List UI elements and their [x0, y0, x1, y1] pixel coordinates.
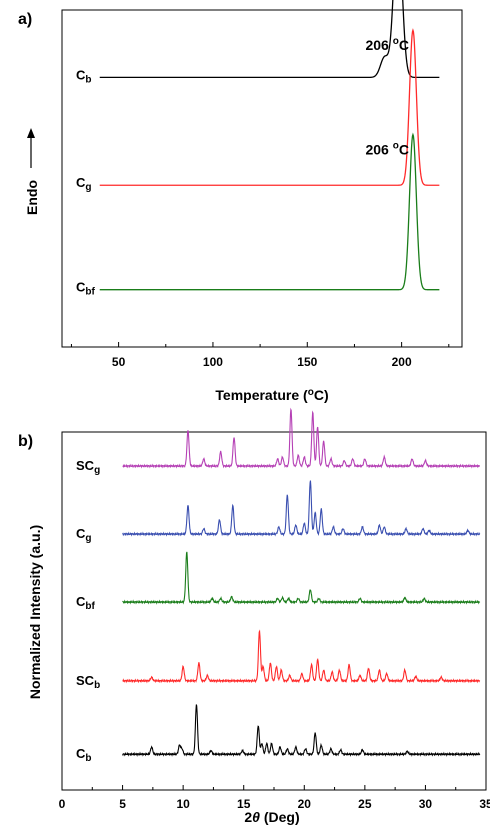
dsc-x-ticks: 50 100 150 200: [70, 342, 450, 369]
xrd-y-axis-title: Normalized Intensity (a.u.): [27, 525, 43, 699]
xrd-label-scg: SCg: [76, 458, 100, 476]
endo-label: Endo: [24, 180, 40, 215]
dsc-label-cbf: Cbf: [76, 280, 95, 298]
xrd-x-tick-label: 5: [119, 797, 126, 811]
xrd-x-tick-label: 15: [237, 797, 251, 811]
dsc-traces: [99, 0, 440, 291]
xrd-x-tick-label: 0: [59, 797, 66, 811]
xrd-x-tick-label: 25: [358, 797, 372, 811]
dsc-peak-label-cbf: 206 oC: [365, 141, 408, 158]
dsc-trace-labels: Cb Cg Cbf: [76, 67, 95, 297]
xrd-label-cg: Cg: [76, 526, 92, 544]
xrd-label-scb: SCb: [76, 673, 100, 691]
dsc-x-tick-label: 200: [392, 355, 412, 369]
xrd-trace-scb: [122, 629, 481, 684]
xrd-x-tick-label: 10: [176, 797, 190, 811]
dsc-x-tick-label: 100: [203, 355, 223, 369]
panel-a-label: a): [18, 11, 32, 28]
dsc-label-cg: Cg: [76, 175, 92, 193]
xrd-x-tick-label: 30: [419, 797, 433, 811]
xrd-plot-frame: [61, 431, 487, 791]
dsc-trace-cg: [99, 28, 440, 186]
dsc-peak-label-cg: 206 oC: [365, 36, 408, 53]
endo-arrow-head: [27, 128, 35, 138]
xrd-traces: [122, 407, 481, 757]
xrd-label-cb: Cb: [76, 746, 92, 764]
xrd-trace-cg: [122, 480, 481, 537]
xrd-trace-cbf: [122, 551, 481, 605]
dsc-trace-cb: [99, 0, 440, 79]
xrd-trace-cb: [122, 704, 481, 757]
endo-axis: Endo: [24, 128, 40, 215]
xrd-trace-scg: [122, 407, 480, 469]
xrd-trace-labels: SCg Cg Cbf SCb Cb: [76, 458, 100, 764]
xrd-panel: b) 0 5 10 15 20 25 30 35 SCg Cg Cbf SCb Cb 2θ (Deg)…: [18, 407, 490, 825]
dsc-x-tick-label: 50: [112, 355, 126, 369]
dsc-plot-frame: [61, 9, 463, 348]
xrd-x-tick-label: 20: [298, 797, 312, 811]
xrd-x-axis-title: 2θ (Deg): [244, 809, 299, 825]
dsc-x-tick-label: 150: [297, 355, 317, 369]
dsc-trace-cbf: [99, 132, 440, 291]
dsc-x-axis-title: Temperature (oC): [215, 387, 328, 403]
dsc-label-cb: Cb: [76, 67, 92, 85]
panel-b-label: b): [18, 433, 33, 450]
xrd-label-cbf: Cbf: [76, 594, 95, 612]
xrd-x-tick-label: 35: [479, 797, 490, 811]
xrd-x-ticks: 0 5 10 15 20 25 30 35: [59, 785, 490, 811]
